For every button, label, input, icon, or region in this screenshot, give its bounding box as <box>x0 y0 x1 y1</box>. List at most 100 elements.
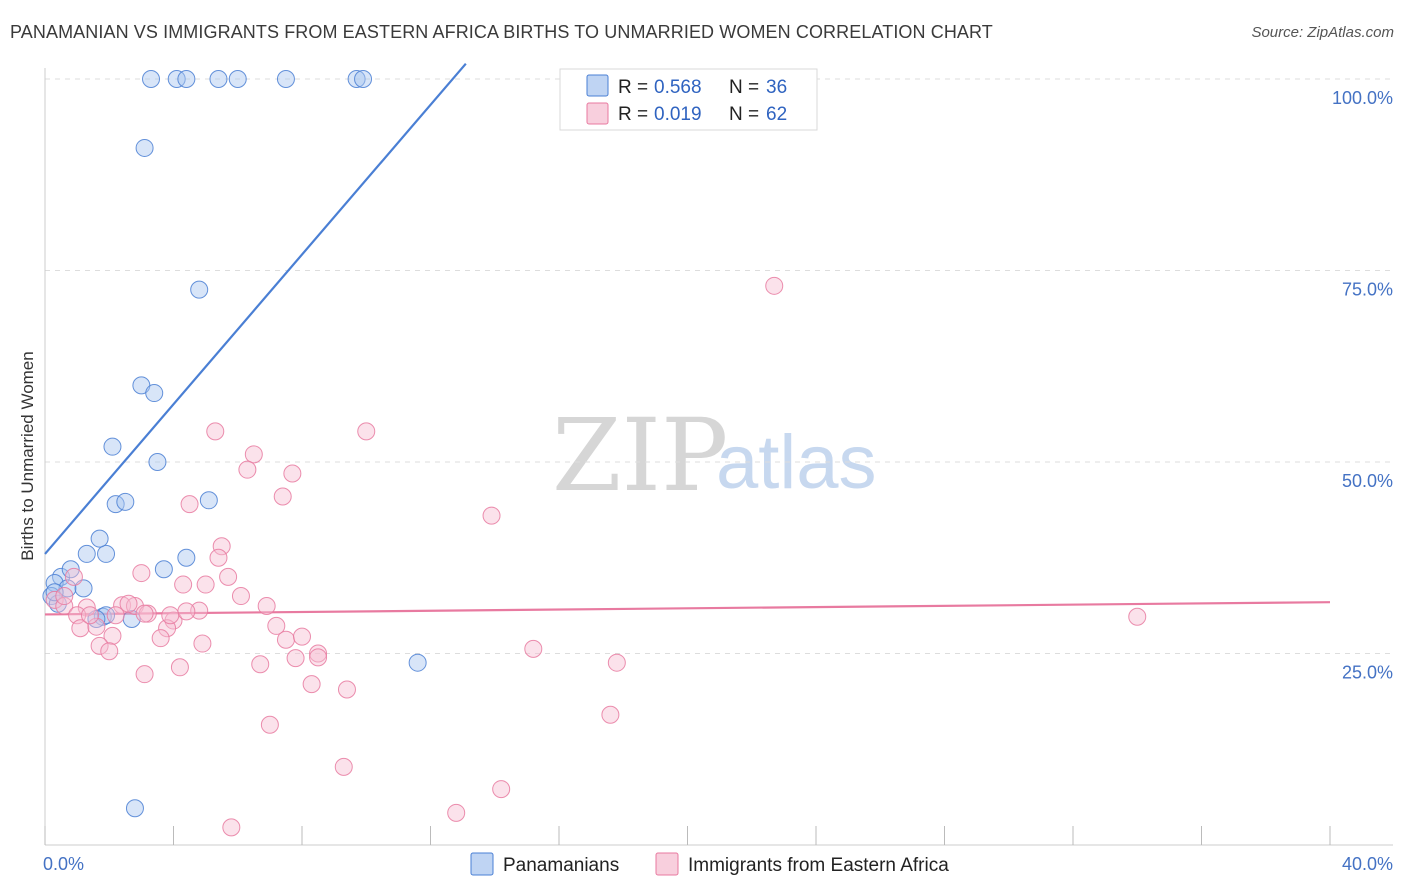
point-0-9 <box>190 280 209 299</box>
legend-r-label-1: R = <box>618 77 648 98</box>
series-0 <box>42 70 427 818</box>
point-1-38 <box>100 642 119 661</box>
point-1-61 <box>161 606 180 625</box>
x-tick-label-1: 40.0% <box>1342 854 1393 874</box>
point-0-34 <box>125 799 144 818</box>
point-1-0 <box>765 276 784 295</box>
point-0-20 <box>177 548 196 567</box>
point-0-21 <box>154 560 173 579</box>
point-1-51 <box>260 715 279 734</box>
y-tick-label-2: 75.0% <box>1342 280 1393 300</box>
point-1-41 <box>309 648 328 667</box>
point-0-19 <box>77 544 96 563</box>
point-0-5 <box>276 70 295 88</box>
point-0-18 <box>90 529 109 548</box>
tick-labels: 25.0% 50.0% 75.0% 100.0% 0.0% 40.0% <box>43 88 1393 874</box>
point-1-2 <box>357 422 376 441</box>
point-1-49 <box>337 680 356 699</box>
point-1-3 <box>244 445 263 464</box>
trend-line-1 <box>44 601 1331 616</box>
point-1-58 <box>55 587 74 606</box>
legend-n-label-2: N = <box>729 104 759 125</box>
y-tick-label-1: 50.0% <box>1342 471 1393 491</box>
point-1-4 <box>238 460 257 479</box>
point-1-6 <box>180 495 199 514</box>
point-0-16 <box>116 492 135 511</box>
legend-r-label-2: R = <box>618 104 648 125</box>
point-1-39 <box>193 634 212 653</box>
watermark-zip: ZIP <box>552 397 728 514</box>
point-1-7 <box>273 487 292 506</box>
y-tick-label-3: 100.0% <box>1332 88 1393 108</box>
point-1-8 <box>482 506 501 525</box>
point-1-47 <box>607 653 626 672</box>
axes <box>44 68 1393 846</box>
point-0-33 <box>408 653 427 672</box>
point-1-59 <box>119 594 138 613</box>
point-1-26 <box>106 606 125 625</box>
point-1-40 <box>309 644 328 663</box>
legend-n-value-2: 62 <box>766 104 787 125</box>
data-points <box>42 70 1147 837</box>
point-1-10 <box>209 548 228 567</box>
point-1-12 <box>64 567 83 586</box>
point-1-16 <box>231 587 250 606</box>
point-0-26 <box>74 579 93 598</box>
legend-r-value-1: 0.568 <box>654 77 702 98</box>
point-1-55 <box>222 818 241 837</box>
trend-lines <box>44 62 1331 616</box>
bottom-legend-swatch-blue <box>470 852 494 876</box>
bottom-legend-label-2: Immigrants from Eastern Africa <box>688 855 949 876</box>
point-1-43 <box>251 655 270 674</box>
point-0-31 <box>97 606 116 625</box>
trend-line-0 <box>44 62 467 555</box>
legend-r-value-2: 0.019 <box>654 104 702 125</box>
point-1-17 <box>45 590 64 609</box>
point-1-33 <box>103 626 122 645</box>
x-tick-label-0: 0.0% <box>43 854 84 874</box>
point-1-31 <box>87 617 106 636</box>
point-1-54 <box>447 803 466 822</box>
point-1-14 <box>196 575 215 594</box>
bottom-legend-label-1: Panamanians <box>503 855 619 876</box>
source-label: Source: ZipAtlas.com <box>1251 24 1394 41</box>
point-1-28 <box>164 611 183 630</box>
point-1-36 <box>293 627 311 646</box>
point-1-35 <box>276 630 295 649</box>
chart-title: PANAMANIAN VS IMMIGRANTS FROM EASTERN AF… <box>10 22 993 42</box>
point-1-34 <box>151 629 170 648</box>
point-0-11 <box>145 384 164 403</box>
point-0-2 <box>177 70 196 88</box>
point-1-50 <box>601 705 620 724</box>
legend-swatch-blue <box>586 74 609 97</box>
point-0-6 <box>347 70 366 88</box>
point-1-30 <box>71 619 90 638</box>
series-1 <box>45 276 1147 837</box>
point-1-37 <box>90 636 109 655</box>
point-1-13 <box>174 575 193 594</box>
point-1-56 <box>1128 607 1147 626</box>
point-1-53 <box>492 780 511 799</box>
point-1-46 <box>524 639 543 658</box>
point-0-1 <box>167 70 186 88</box>
legend-swatch-pink <box>586 102 609 125</box>
legend-n-label-1: N = <box>729 77 759 98</box>
point-1-32 <box>267 616 286 635</box>
point-1-44 <box>170 658 189 677</box>
point-1-42 <box>286 649 305 668</box>
point-0-0 <box>142 70 161 88</box>
point-0-7 <box>354 70 373 88</box>
point-1-24 <box>190 601 209 620</box>
point-1-57 <box>80 606 99 625</box>
point-0-12 <box>199 491 218 510</box>
point-1-45 <box>135 665 154 684</box>
point-1-11 <box>132 564 151 583</box>
point-1-18 <box>55 597 74 616</box>
y-axis-label: Births to Unmarried Women <box>18 351 37 560</box>
point-0-14 <box>148 453 167 471</box>
point-1-5 <box>283 464 302 483</box>
point-1-1 <box>206 422 225 441</box>
legend-n-value-1: 36 <box>766 77 787 98</box>
point-1-52 <box>334 757 353 776</box>
